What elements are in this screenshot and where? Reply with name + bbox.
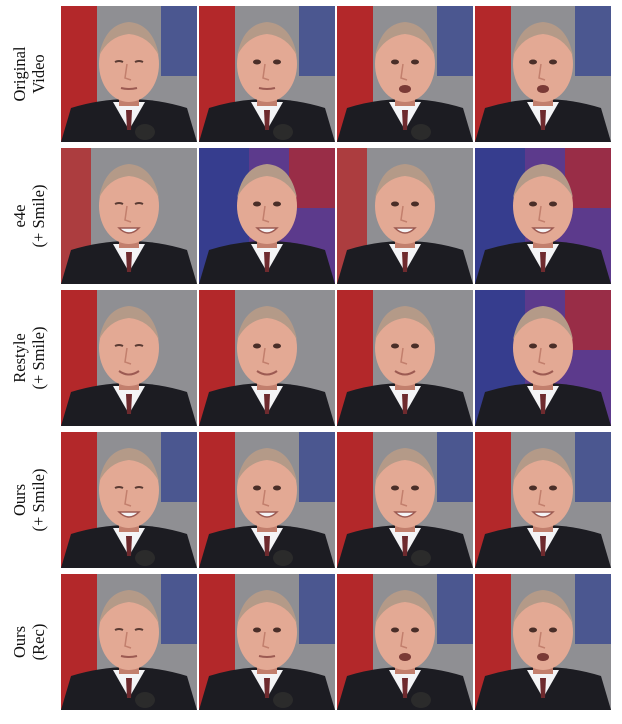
video-frame: [337, 574, 473, 710]
video-frame: [61, 290, 197, 426]
video-frame: [199, 432, 335, 568]
video-frame: [337, 6, 473, 142]
row-label: e4e (+ Smile): [0, 148, 58, 284]
row-ours-smile: Ours (+ Smile): [0, 432, 622, 568]
video-frame: [475, 148, 611, 284]
video-frame: [337, 148, 473, 284]
row-label-line2: (+ Smile): [29, 184, 48, 248]
video-frame: [337, 432, 473, 568]
video-frame: [61, 574, 197, 710]
row-label: Restyle (+ Smile): [0, 290, 58, 426]
row-ours-rec: Ours (Rec): [0, 574, 622, 710]
row-label-line1: Restyle: [10, 333, 29, 383]
row-label-line1: Ours: [10, 625, 29, 659]
row-label-line2: (+ Smile): [29, 468, 48, 532]
video-frame: [475, 574, 611, 710]
row-label-line1: Original: [10, 46, 29, 102]
row-label-line2: (+ Smile): [29, 326, 48, 390]
row-original-video: Original Video: [0, 6, 622, 142]
video-frame: [199, 574, 335, 710]
row-label-line2: (Rec): [29, 623, 48, 661]
video-frame: [475, 6, 611, 142]
row-label: Ours (Rec): [0, 574, 58, 710]
row-restyle-smile: Restyle (+ Smile): [0, 290, 622, 426]
row-label-line2: Video: [29, 54, 48, 94]
row-label-line1: e4e: [10, 204, 29, 228]
video-frame: [475, 290, 611, 426]
row-label: Ours (+ Smile): [0, 432, 58, 568]
video-frame: [475, 432, 611, 568]
video-frame: [199, 6, 335, 142]
video-frame: [61, 432, 197, 568]
row-e4e-smile: e4e (+ Smile): [0, 148, 622, 284]
row-label: Original Video: [0, 6, 58, 142]
row-label-line1: Ours: [10, 483, 29, 517]
video-frame: [199, 290, 335, 426]
video-frame: [61, 6, 197, 142]
video-frame: [199, 148, 335, 284]
video-frame: [61, 148, 197, 284]
video-frame: [337, 290, 473, 426]
